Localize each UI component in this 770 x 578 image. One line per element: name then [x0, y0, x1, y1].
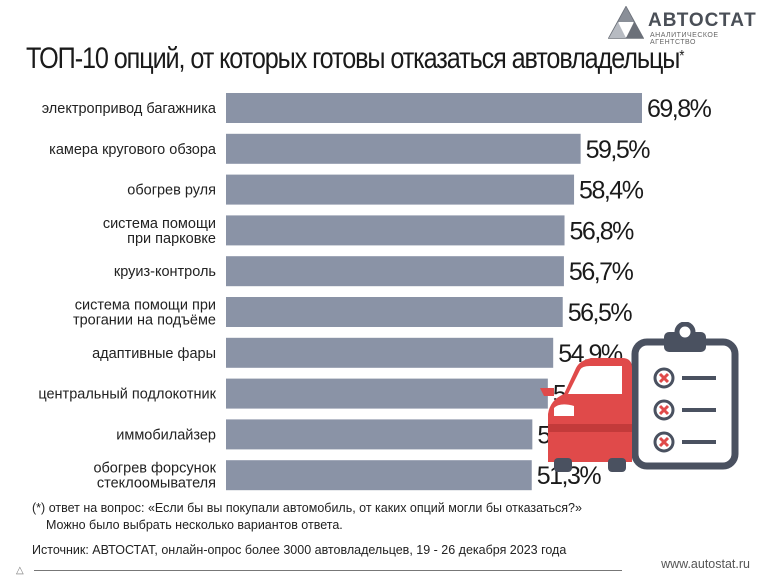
footnote-text: ответ на вопрос: «Если бы вы покупали ав… [48, 501, 582, 515]
autostat-logo: АВТОСТАТ АНАЛИТИЧЕСКОЕ АГЕНТСТВО [608, 6, 764, 48]
category-label-5: круиз-контроль [114, 264, 216, 280]
website-link[interactable]: www.autostat.ru [661, 557, 750, 571]
category-label-7: адаптивные фары [92, 346, 216, 362]
bar-3 [226, 174, 575, 205]
value-label-5: 56,7% [569, 258, 634, 286]
bar-chart: 69,8% электропривод багажника 59,5% камера … [38, 93, 713, 492]
value-label-6: 56,5% [568, 299, 633, 327]
footnote-line-2: Можно было выбрать несколько вариантов о… [46, 518, 343, 532]
bar-8 [226, 378, 548, 409]
category-label-8: центральный подлокотник [38, 387, 216, 403]
category-label-1: электропривод багажника [42, 101, 217, 117]
footnote: (*) ответ на вопрос: «Если бы вы покупал… [32, 500, 582, 534]
bar-7 [226, 337, 554, 368]
chart-title-text: ТОП-10 опций, от которых готовы отказать… [26, 42, 680, 75]
chart-title: ТОП-10 опций, от которых готовы отказать… [26, 42, 685, 76]
bar-2 [226, 133, 581, 164]
category-label-3: обогрев руля [127, 183, 216, 199]
car-checklist-illustration [540, 322, 739, 472]
category-label-10: обогрев форсунок стеклоомывателя [93, 461, 216, 492]
source-note: Источник: АВТОСТАТ, онлайн-опрос более 3… [32, 543, 567, 557]
clipboard-icon [631, 322, 739, 470]
logo-brand: АВТОСТАТ [648, 10, 757, 31]
small-triangle-icon: △ [16, 565, 24, 576]
bottom-divider: △ [0, 565, 770, 578]
category-label-6: система помощи при трогании на подъёме [73, 298, 216, 329]
bar-1 [226, 93, 642, 123]
value-label-4: 56,8% [570, 217, 635, 245]
bar-4 [226, 215, 565, 246]
footnote-marker: (*) [32, 501, 46, 515]
logo-tagline: АНАЛИТИЧЕСКОЕ АГЕНТСТВО [650, 32, 719, 46]
divider-line [34, 570, 622, 571]
category-label-2: камера кругового обзора [49, 142, 217, 158]
bar-9 [226, 419, 533, 450]
value-label-1: 69,8% [647, 95, 712, 123]
bar-5 [226, 256, 564, 287]
value-label-2: 59,5% [586, 136, 651, 164]
bar-6 [226, 297, 563, 327]
car-icon [540, 358, 632, 472]
category-label-4: система помощи при парковке [103, 216, 216, 247]
bar-10 [226, 460, 532, 491]
checklist-cross-icon [653, 367, 716, 453]
footnote-line-1: (*) ответ на вопрос: «Если бы вы покупал… [32, 500, 582, 517]
title-footnote-mark: * [679, 48, 684, 65]
value-label-3: 58,4% [579, 177, 644, 205]
logo-triangle-icon [608, 6, 644, 39]
category-label-9: иммобилайзер [116, 427, 216, 443]
